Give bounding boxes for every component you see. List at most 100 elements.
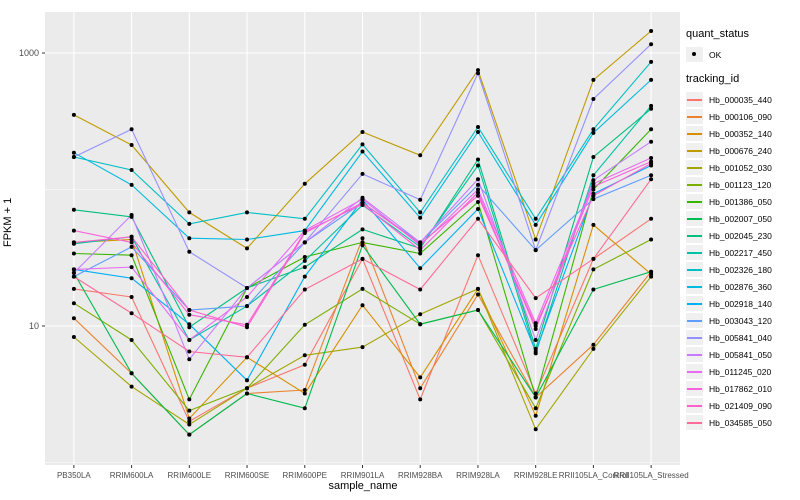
legend-item-Hb_011245_020: Hb_011245_020 [686,363,800,380]
series-color-key [686,296,703,311]
data-point [187,221,192,226]
data-point [360,171,365,176]
data-point [302,216,307,221]
data-point [649,59,654,64]
data-point [360,345,365,350]
legend-item-Hb_003043_120: Hb_003043_120 [686,312,800,329]
legend-item-label: Hb_003043_120 [709,315,772,326]
series-color-key [686,330,703,345]
data-point [187,236,192,241]
data-point [71,150,76,155]
data-point [418,248,423,253]
y-tick-label: 10 [29,321,39,331]
x-tick-label: RRIM928BA [398,471,443,480]
data-point [360,227,365,232]
data-point [418,287,423,292]
legend-item-Hb_001386_050: Hb_001386_050 [686,193,800,210]
data-point [533,237,538,242]
data-point [71,301,76,306]
legend-item-Hb_000676_240: Hb_000676_240 [686,142,800,159]
legend-item-Hb_000352_140: Hb_000352_140 [686,125,800,142]
x-tick-label: RRIM600PE [283,471,327,480]
data-point [302,258,307,263]
data-point [187,322,192,327]
data-point [360,197,365,202]
legend-item-label: OK [709,49,722,60]
data-point [476,71,480,76]
legend-item-Hb_001123_120: Hb_001123_120 [686,176,800,193]
legend-item-label: Hb_002045_230 [709,230,772,241]
series-color-key [686,364,703,379]
data-point [71,112,76,117]
series-color-key [686,347,703,362]
legend-item-label: Hb_001386_050 [709,196,772,207]
data-point [245,391,249,396]
legend-item-label: Hb_001052_030 [709,162,772,173]
data-point [129,265,134,270]
data-point [360,149,365,154]
series-line-icon [687,387,702,390]
series-line-icon [687,319,702,322]
data-point [245,286,249,290]
data-point [129,276,134,281]
data-point [245,386,249,391]
data-point [649,173,654,178]
data-point [302,322,307,327]
data-point [476,216,480,221]
data-point [187,308,192,312]
data-point [476,190,480,195]
data-point [591,346,596,351]
data-point [187,397,192,402]
series-color-key [686,262,703,277]
data-point [245,237,249,242]
data-point [187,422,192,427]
data-point [476,200,480,204]
data-point [591,184,596,189]
data-point [476,207,480,211]
data-point [418,153,423,158]
data-point [245,246,249,251]
data-point [476,286,480,291]
series-color-key [686,92,703,107]
data-point [476,182,480,187]
series-color-key [686,228,703,243]
series-line-icon [687,217,702,220]
data-point [418,210,423,215]
series-line-icon [687,98,702,101]
data-point [129,338,134,342]
data-point [591,267,596,272]
x-tick-label: PB350LA [57,471,91,480]
legend-item-label: Hb_002007_050 [709,213,772,224]
data-point [591,127,596,132]
series-line-icon [687,268,702,271]
x-tick-label: RRIM928LA [456,471,500,480]
data-point [302,231,307,235]
legend-item-Hb_000035_440: Hb_000035_440 [686,91,800,108]
legend-title-quant-status: quant_status [686,28,749,40]
data-point [649,77,654,82]
legend-item-label: Hb_000352_140 [709,128,772,139]
data-point [591,130,596,135]
data-point [476,253,480,258]
data-point [533,349,538,354]
data-point [129,213,134,217]
data-point [476,308,480,312]
legend-item-label: Hb_011245_020 [709,366,772,377]
data-point [245,378,249,383]
series-line-icon [687,234,702,237]
data-point [649,156,654,160]
series-line-icon [687,251,702,254]
legend-item-label: Hb_002326_180 [709,264,772,275]
data-point [591,77,596,82]
legend-tracking-items: Hb_000035_440 Hb_000106_090 Hb_000352_140 H… [686,91,800,431]
data-point [591,181,596,186]
data-point [533,427,538,432]
data-point [533,391,538,396]
series-color-key [686,194,703,209]
data-point [418,397,423,402]
data-point [476,157,480,162]
data-point [187,338,192,342]
data-point [476,177,480,182]
data-point [533,222,538,227]
